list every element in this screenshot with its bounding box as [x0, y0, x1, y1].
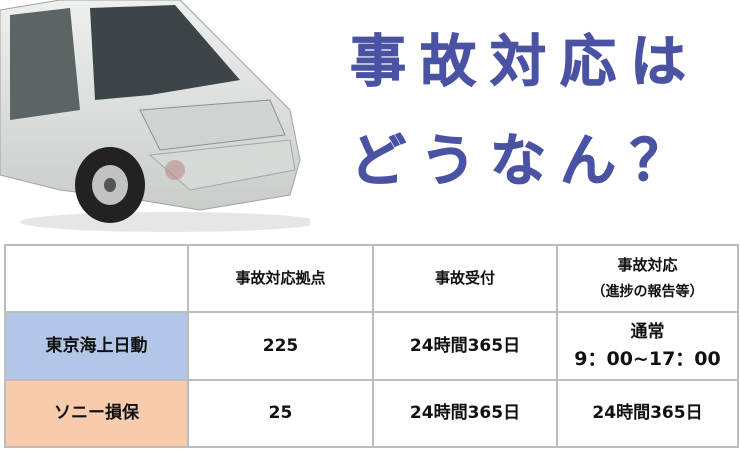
header-response: 事故対応 （進捗の報告等） — [556, 244, 739, 313]
header-response-note: （進捗の報告等） — [591, 283, 704, 300]
table-row: 東京海上日動 225 24時間365日 通常 9：00~17：00 — [4, 311, 739, 381]
response-cell: 24時間365日 — [556, 379, 739, 448]
header-reception: 事故受付 — [372, 244, 558, 313]
header-bases: 事故対応拠点 — [187, 244, 374, 313]
header-response-title: 事故対応 — [617, 255, 678, 274]
page-title-line1: 事故対応は — [350, 30, 700, 95]
company-cell: 東京海上日動 — [4, 311, 189, 381]
company-cell: ソニー損保 — [4, 379, 189, 448]
table-row: ソニー損保 25 24時間365日 24時間365日 — [4, 379, 739, 448]
response-cell: 通常 9：00~17：00 — [556, 311, 739, 381]
header-empty-cell — [4, 244, 189, 313]
response-line2: 9：00~17：00 — [574, 348, 721, 370]
page-title-line2: どうなん？ — [350, 129, 700, 194]
reception-cell: 24時間365日 — [372, 311, 558, 381]
table-header-row: 事故対応拠点 事故受付 事故対応 （進捗の報告等） — [4, 244, 739, 313]
reception-cell: 24時間365日 — [372, 379, 558, 448]
response-line1: 通常 — [630, 322, 665, 342]
damaged-car-image — [0, 0, 310, 232]
bases-cell: 225 — [187, 311, 374, 381]
comparison-table: 事故対応拠点 事故受付 事故対応 （進捗の報告等） 東京海上日動 225 24時間… — [4, 244, 739, 448]
bases-cell: 25 — [187, 379, 374, 448]
